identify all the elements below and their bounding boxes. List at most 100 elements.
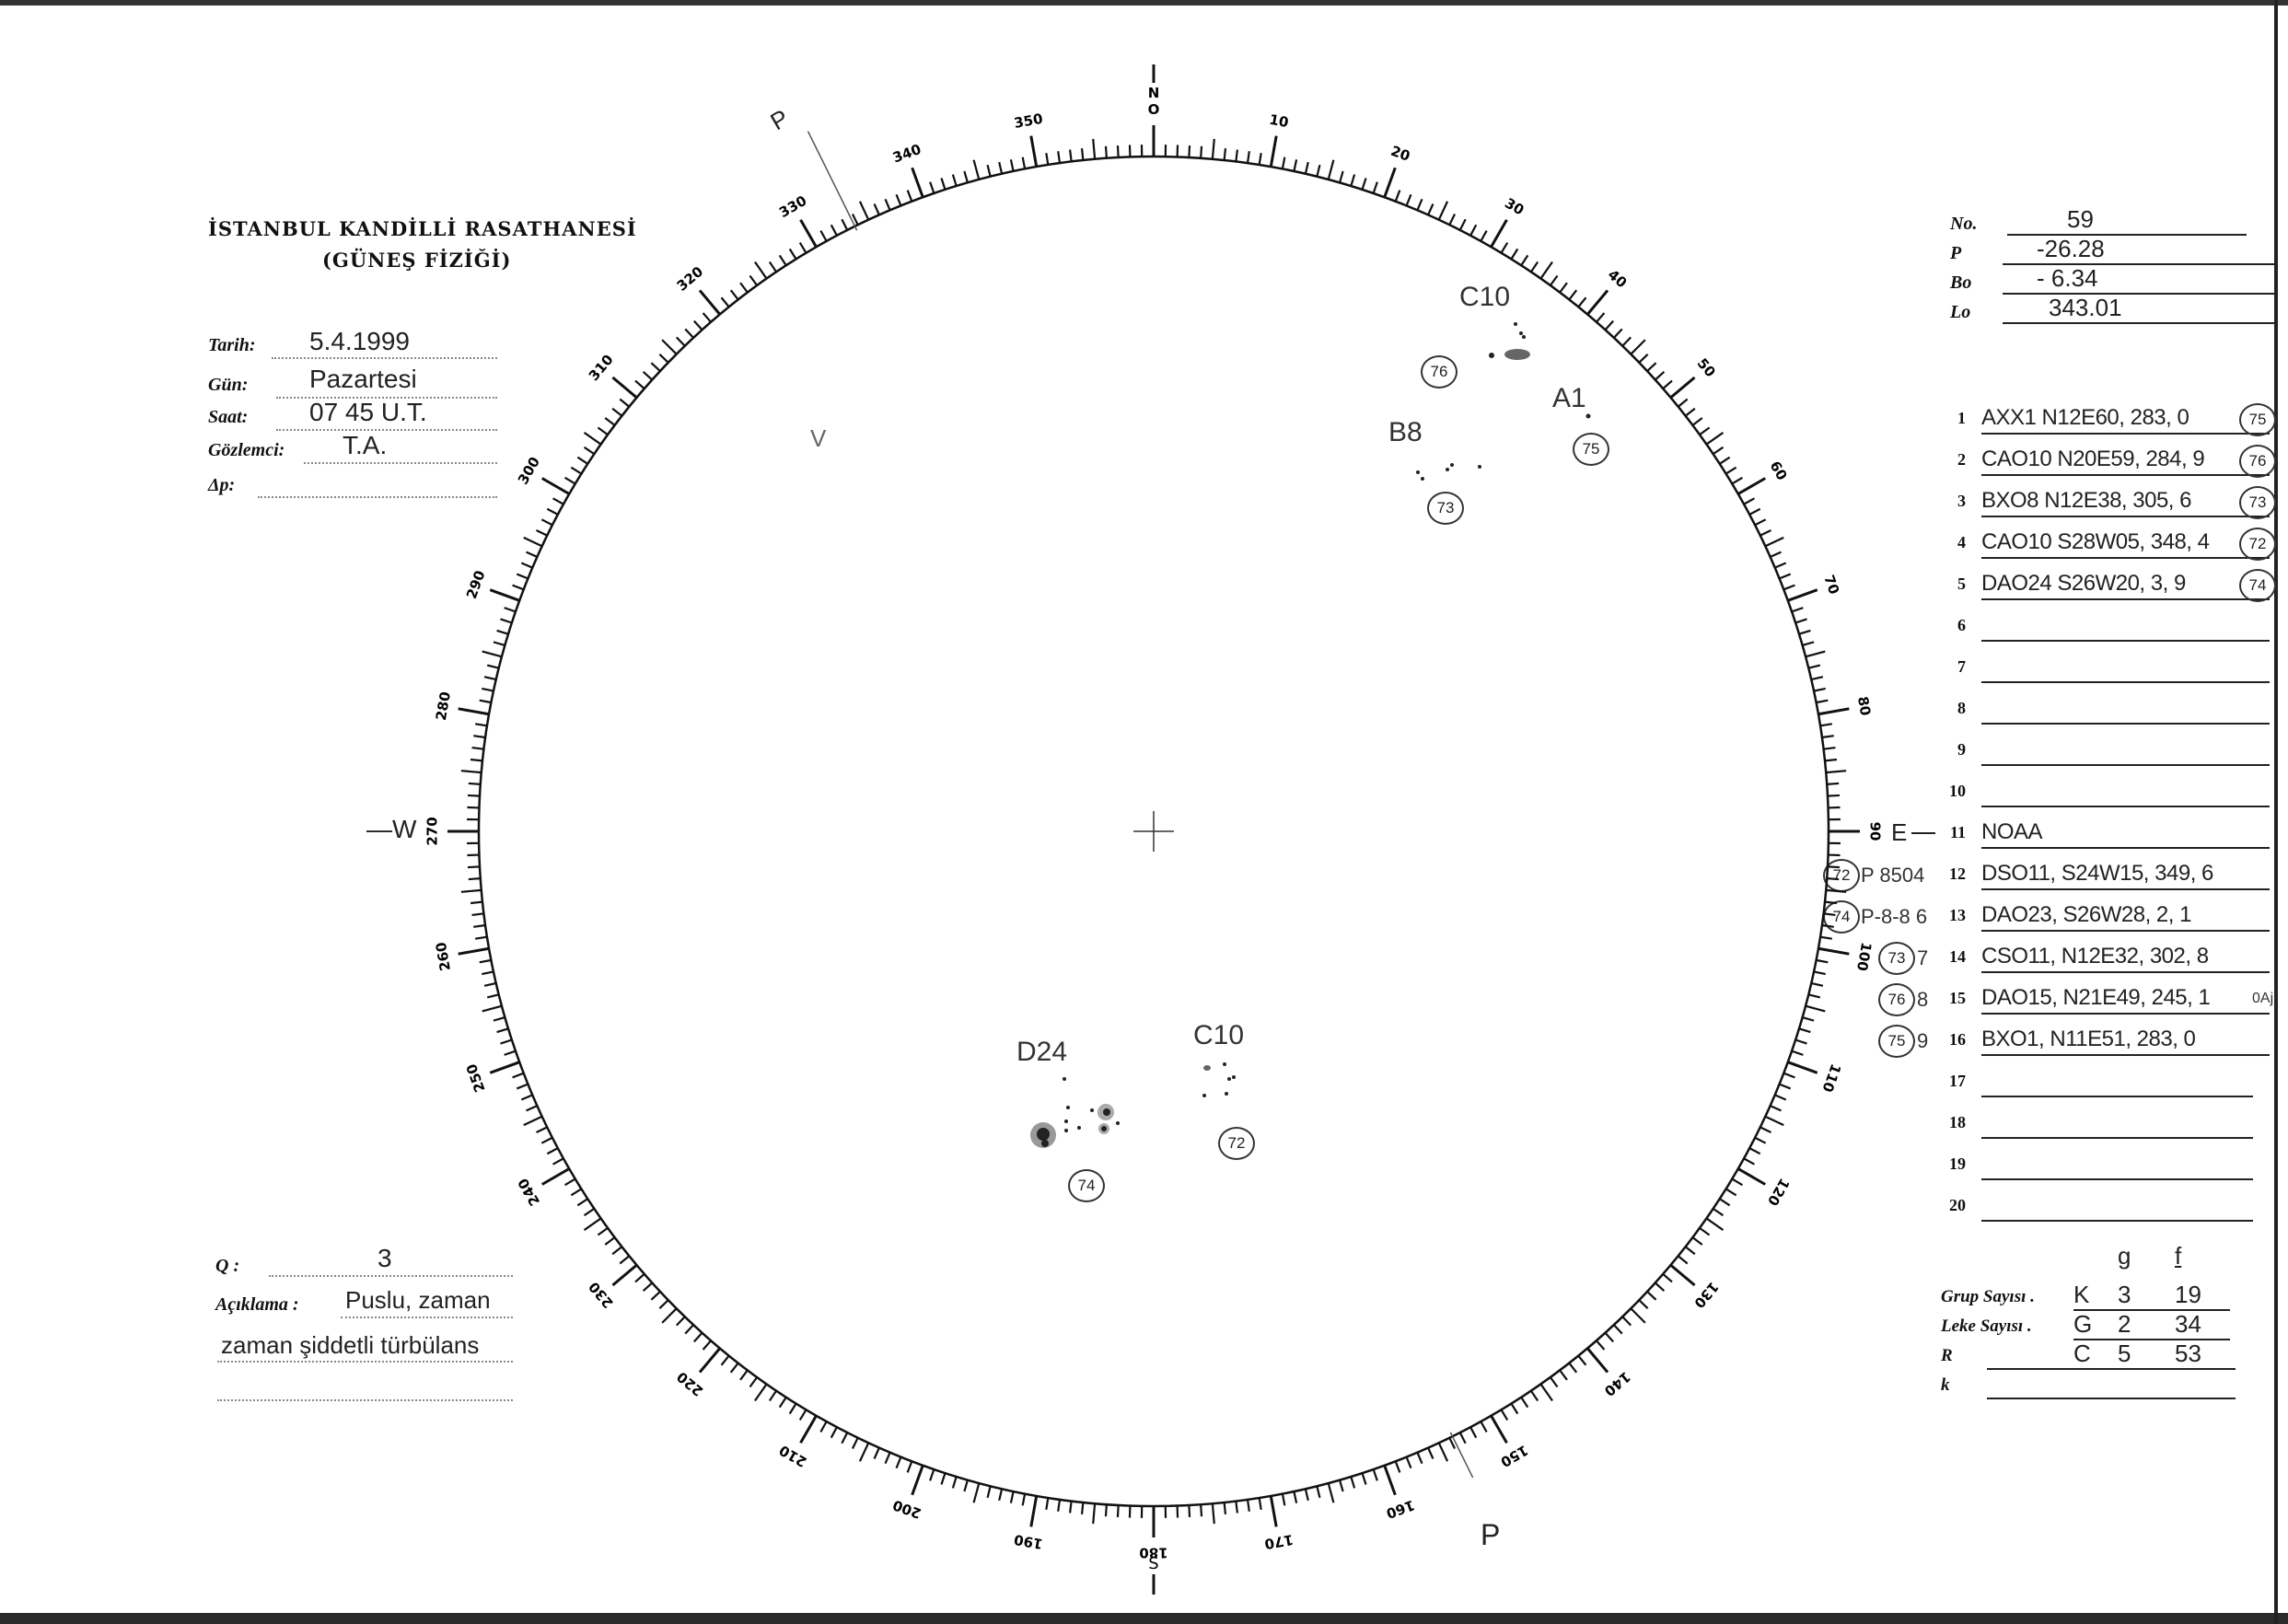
scale-tick — [1045, 1497, 1050, 1510]
row-line — [1981, 1096, 2253, 1097]
scale-tick — [841, 1432, 849, 1444]
scale-tick — [693, 1331, 703, 1343]
scale-tick — [1827, 877, 1840, 881]
scale-tick — [798, 1409, 807, 1421]
scale-tick — [1281, 157, 1286, 169]
scale-tick — [940, 178, 947, 191]
scale-tick — [482, 970, 494, 976]
scale-tick — [468, 782, 481, 785]
scale-tick — [1827, 782, 1840, 785]
scale-tick — [597, 426, 609, 436]
group-entry: DAO15, N21E49, 245, 1 — [1981, 985, 2211, 1010]
delta-p-label: Δp: — [208, 475, 236, 495]
scale-label: 20 — [1388, 143, 1412, 165]
row-number: 4 — [1957, 533, 1966, 551]
scale-tick — [482, 650, 503, 658]
scale-tick — [754, 261, 768, 280]
scale-tick — [873, 1447, 880, 1459]
scale-tick — [1613, 328, 1623, 339]
b0-value: - 6.34 — [2037, 264, 2098, 292]
scale-tick — [512, 1072, 525, 1079]
sunspot — [1522, 335, 1526, 339]
scale-tick — [1816, 958, 1829, 964]
scale-tick — [1568, 289, 1578, 301]
sunspot — [1450, 463, 1454, 467]
scale-tick — [642, 371, 654, 381]
scale-tick — [873, 203, 880, 215]
scale-tick — [1725, 466, 1737, 475]
sunspot — [1041, 1140, 1049, 1147]
scale-tick — [1791, 607, 1804, 613]
scale-tick — [1824, 900, 1838, 905]
summary-g-value: 3 — [2118, 1281, 2131, 1308]
scale-tick — [720, 296, 730, 308]
scale-tick — [1372, 181, 1378, 194]
row-number: 15 — [1949, 989, 1966, 1007]
scale-tick — [1794, 1038, 1807, 1045]
scale-tick — [1246, 151, 1250, 164]
scale-tick — [661, 339, 678, 355]
disk-group-circle: 73 — [1427, 492, 1464, 525]
scale-tick — [1646, 362, 1657, 372]
summary-code: G — [2073, 1310, 2093, 1338]
sunspot — [1421, 477, 1424, 481]
scale-tick — [1798, 629, 1811, 635]
sunspot — [1116, 1121, 1120, 1125]
scale-label: 50 — [1694, 355, 1719, 381]
summary-g-value: 2 — [2118, 1310, 2131, 1338]
scale-tick — [1827, 865, 1841, 869]
p-axis-line-bottom — [1449, 1432, 1474, 1479]
scale-tick — [1823, 746, 1836, 750]
scale-tick — [1200, 145, 1203, 158]
group-note: 8 — [1917, 988, 1929, 1011]
scale-tick — [482, 1004, 503, 1013]
scale-tick — [951, 174, 958, 187]
scale-tick — [754, 1383, 768, 1402]
scale-tick — [1211, 1503, 1215, 1525]
quality-line — [269, 1275, 513, 1277]
summary-line — [1987, 1368, 2236, 1370]
scale-label: 250 — [463, 1061, 489, 1095]
scale-tick — [479, 699, 492, 704]
scale-tick — [1104, 1504, 1108, 1517]
scale-tick — [1807, 664, 1821, 669]
scale-tick — [1577, 296, 1587, 308]
scale-tick — [1009, 1491, 1015, 1503]
scale-tick — [1613, 1324, 1623, 1335]
scale-tick — [739, 1369, 749, 1381]
group-circle-number: 73 — [2239, 486, 2276, 519]
group-entry: CAO10 S28W05, 348, 4 — [1981, 529, 2210, 554]
scale-label: 10 — [1268, 111, 1290, 131]
scale-tick — [1350, 1476, 1356, 1489]
scale-tick — [1116, 145, 1120, 158]
scale-tick — [1604, 319, 1614, 331]
scale-tick — [563, 1177, 576, 1187]
row-line — [1981, 1013, 2270, 1015]
scale-tick — [693, 319, 703, 331]
scale-label: 330 — [776, 192, 809, 221]
scale-tick — [1092, 1503, 1097, 1525]
p-angle-value: -26.28 — [2037, 235, 2105, 262]
scale-tick — [496, 629, 509, 635]
summary-code: K — [2073, 1281, 2090, 1308]
scale-tick — [1630, 1307, 1646, 1324]
scale-tick — [998, 1488, 1004, 1502]
row-number: 10 — [1949, 782, 1966, 800]
scale-tick — [1787, 588, 1818, 602]
scale-label: 300 — [515, 454, 543, 487]
sunspot — [1066, 1106, 1070, 1109]
scale-tick — [1654, 1282, 1666, 1292]
scale-tick — [1577, 1354, 1587, 1366]
scale-tick — [467, 865, 481, 869]
scale-tick — [1783, 1072, 1795, 1079]
note-circle-number: 75 — [1878, 1025, 1915, 1058]
scale-tick — [1770, 1105, 1782, 1112]
scale-label: 170 — [1263, 1531, 1295, 1552]
sunspot — [1504, 349, 1530, 360]
scale-tick — [479, 958, 492, 964]
scale-tick — [819, 230, 828, 242]
row-line — [1981, 640, 2270, 642]
scale-tick — [619, 398, 631, 408]
scale-tick — [1416, 198, 1423, 211]
scale-label: 220 — [674, 1368, 707, 1399]
